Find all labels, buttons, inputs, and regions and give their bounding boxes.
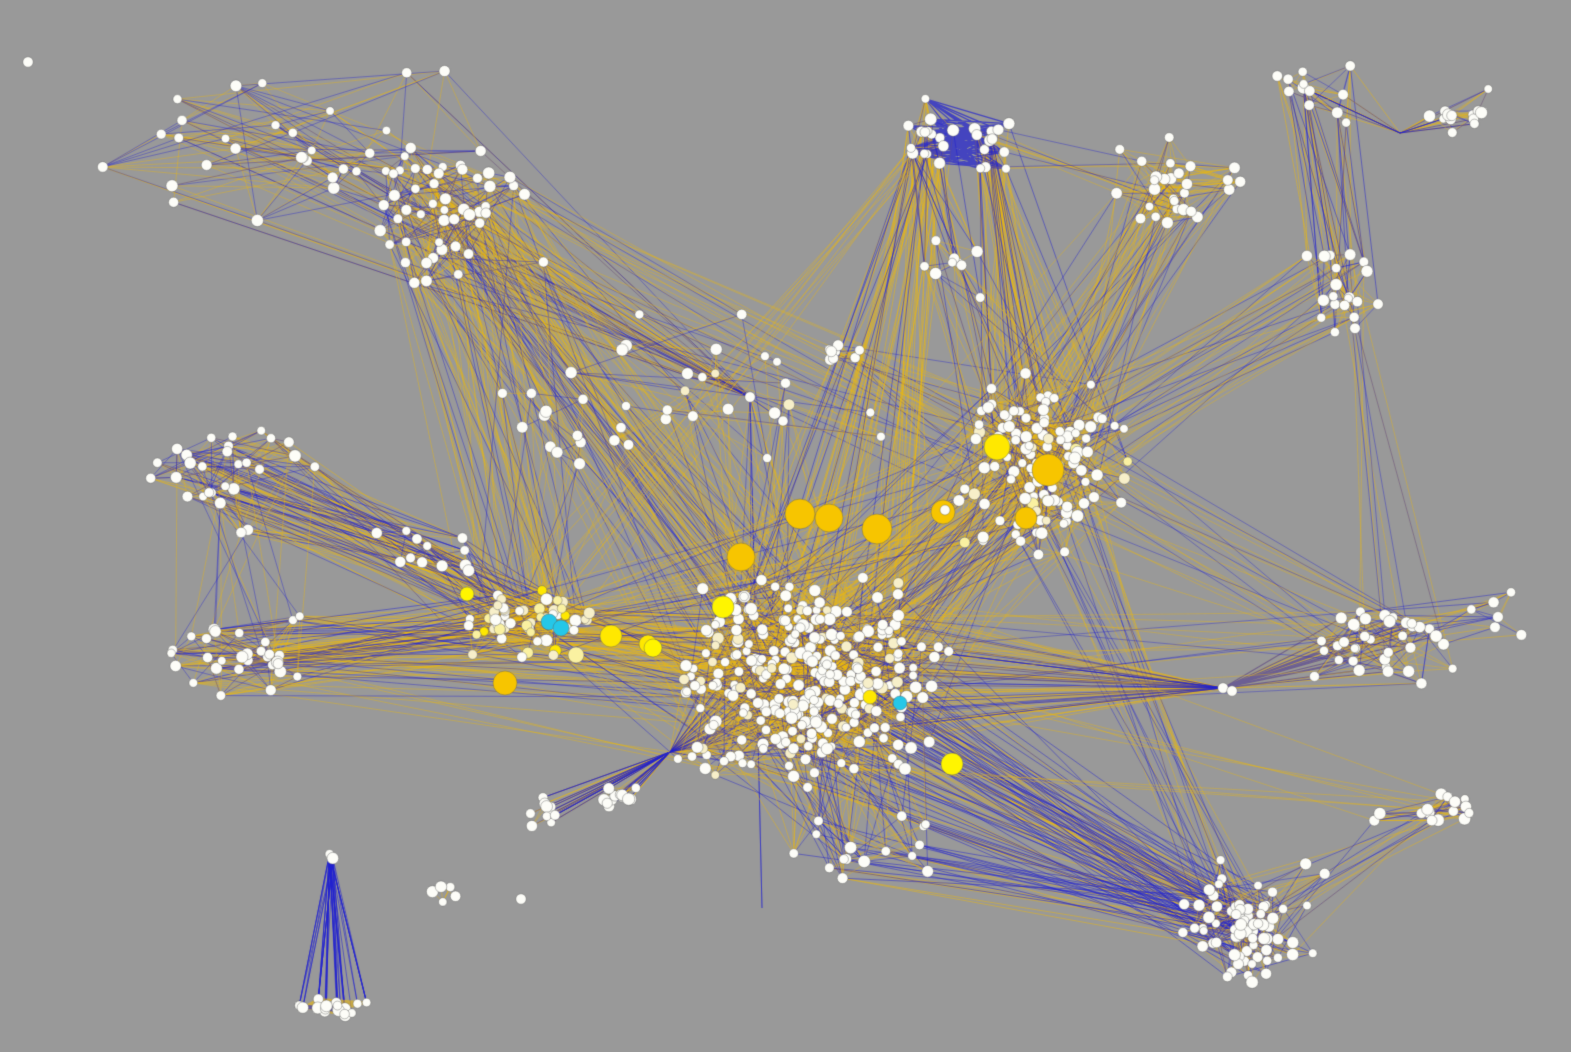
network-graph-canvas[interactable]: [0, 0, 1571, 1052]
graph-viewport: [0, 0, 1571, 1052]
